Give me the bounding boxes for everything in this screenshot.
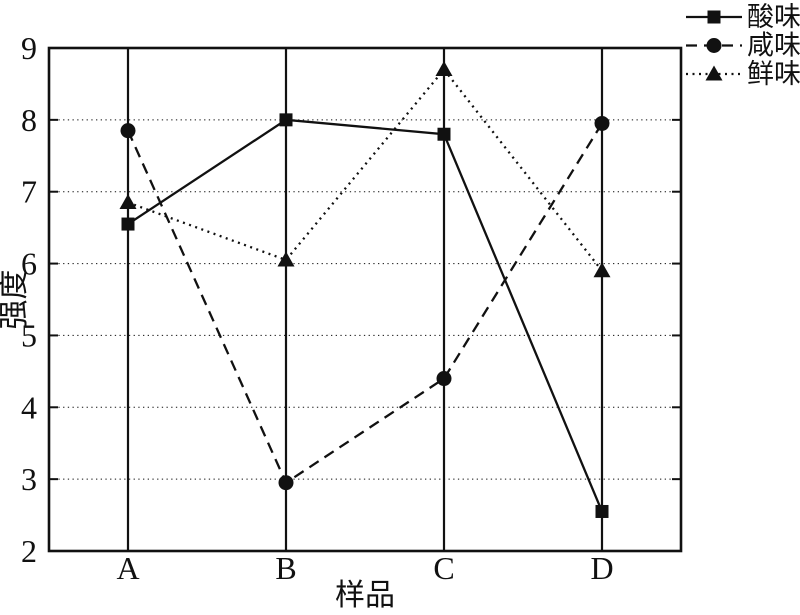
- x-tick-label: D: [590, 550, 613, 586]
- series-marker-square: [437, 127, 451, 141]
- series-line-circle: [126, 122, 603, 485]
- series-marker-circle: [278, 475, 294, 491]
- y-tick-label: 6: [21, 246, 37, 282]
- legend-label: 酸味: [747, 2, 800, 32]
- series-marker-circle: [436, 371, 452, 387]
- series-line-triangle: [127, 67, 603, 272]
- series-marker-triangle: [593, 262, 611, 278]
- y-tick-label: 3: [21, 461, 37, 497]
- series-marker-square: [279, 113, 293, 127]
- x-axis-title: 样品: [335, 579, 395, 612]
- y-tick-label: 5: [21, 317, 37, 353]
- x-tick-label: C: [433, 550, 454, 586]
- series-marker-square: [595, 504, 609, 518]
- y-axis-title: 强度: [0, 270, 31, 330]
- series-marker-triangle: [119, 193, 137, 209]
- series-line-square: [127, 118, 604, 512]
- series-marker-triangle: [277, 251, 295, 267]
- y-tick-label: 8: [21, 102, 37, 138]
- y-tick-label: 2: [21, 533, 37, 569]
- x-tick-label: B: [275, 550, 296, 586]
- y-tick-label: 7: [21, 174, 37, 210]
- legend-marker-circle: [706, 38, 722, 53]
- series-marker-square: [121, 217, 135, 231]
- series-marker-triangle: [435, 61, 453, 77]
- series-marker-circle: [594, 115, 610, 131]
- legend-marker-square: [707, 10, 721, 24]
- legend-label: 鲜味: [747, 59, 800, 89]
- y-tick-label: 4: [21, 389, 37, 425]
- legend-label: 咸味: [747, 31, 800, 61]
- x-tick-label: A: [116, 550, 139, 586]
- y-tick-label: 9: [21, 30, 37, 66]
- series-marker-circle: [120, 123, 136, 139]
- plot-border: [47, 46, 683, 553]
- legend-marker-triangle: [705, 65, 723, 81]
